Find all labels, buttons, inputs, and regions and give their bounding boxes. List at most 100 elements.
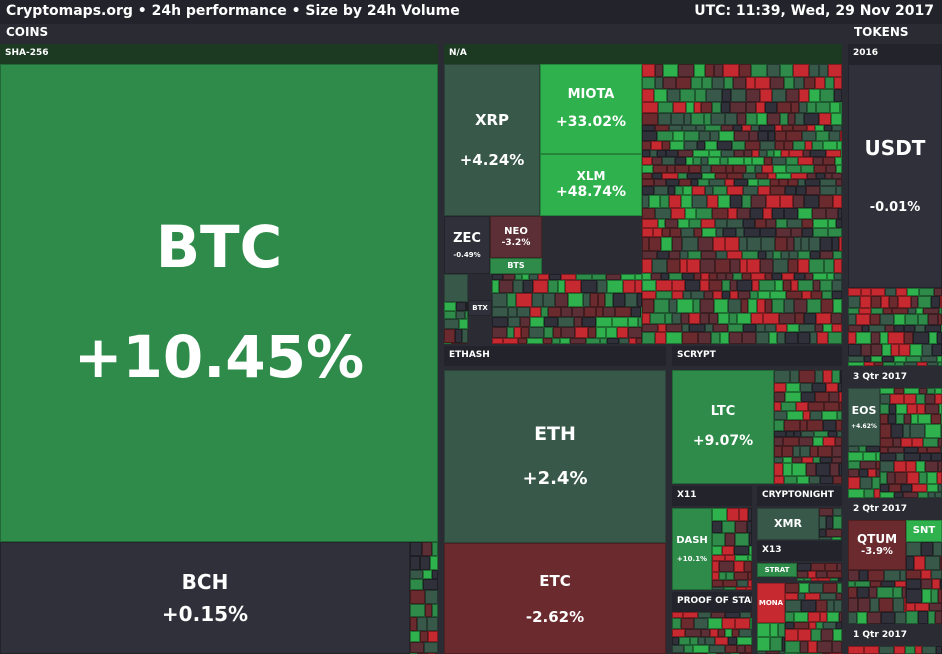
small-coin-tile[interactable]: [799, 583, 809, 593]
small-coin-tile[interactable]: [775, 237, 787, 251]
small-coin-tile[interactable]: [508, 317, 520, 327]
small-coin-tile[interactable]: [672, 618, 681, 629]
small-coin-tile[interactable]: [561, 307, 572, 317]
small-coin-tile[interactable]: [707, 195, 718, 208]
small-coin-tile[interactable]: [719, 561, 734, 572]
small-coin-tile[interactable]: [826, 529, 842, 537]
small-coin-tile[interactable]: [822, 291, 832, 299]
small-coin-tile[interactable]: [725, 533, 735, 546]
small-coin-tile[interactable]: [670, 228, 681, 237]
small-coin-tile[interactable]: [745, 141, 760, 150]
small-coin-tile[interactable]: [876, 461, 880, 469]
small-coin-tile[interactable]: [701, 157, 708, 165]
small-coin-tile[interactable]: [798, 157, 813, 165]
small-coin-tile[interactable]: [785, 392, 801, 402]
small-coin-tile[interactable]: [701, 165, 711, 173]
small-coin-tile[interactable]: [508, 307, 517, 317]
small-coin-tile[interactable]: [774, 463, 783, 476]
small-coin-tile[interactable]: [713, 291, 722, 299]
small-coin-tile[interactable]: [894, 461, 906, 472]
small-coin-tile[interactable]: [716, 228, 723, 237]
small-coin-tile[interactable]: [423, 570, 432, 579]
small-coin-tile[interactable]: [700, 280, 709, 291]
small-coin-tile[interactable]: [904, 388, 919, 394]
small-coin-tile[interactable]: [785, 593, 798, 600]
small-coin-tile[interactable]: [706, 89, 722, 102]
small-coin-tile[interactable]: [651, 273, 661, 280]
small-coin-tile[interactable]: [755, 219, 766, 228]
small-coin-tile[interactable]: [798, 251, 810, 259]
small-coin-tile[interactable]: [816, 102, 830, 113]
small-coin-tile[interactable]: [827, 612, 839, 622]
small-coin-tile[interactable]: [715, 173, 727, 179]
small-coin-tile[interactable]: [925, 404, 939, 414]
small-coin-tile[interactable]: [596, 317, 612, 327]
small-coin-tile[interactable]: [794, 622, 809, 629]
small-coin-tile[interactable]: [700, 313, 709, 324]
small-coin-tile[interactable]: [911, 414, 918, 424]
small-coin-tile[interactable]: [722, 291, 730, 299]
small-coin-tile[interactable]: [675, 186, 683, 195]
small-coin-tile[interactable]: [444, 302, 456, 311]
small-coin-tile[interactable]: [848, 612, 857, 624]
small-coin-tile[interactable]: [642, 273, 651, 280]
small-coin-tile[interactable]: [748, 572, 752, 580]
small-coin-tile[interactable]: [840, 131, 842, 141]
small-coin-tile[interactable]: [917, 404, 925, 414]
small-coin-tile[interactable]: [701, 273, 709, 280]
small-coin-tile[interactable]: [813, 457, 820, 463]
small-coin-tile[interactable]: [782, 125, 793, 131]
small-coin-tile[interactable]: [692, 186, 705, 195]
small-coin-tile[interactable]: [833, 516, 842, 529]
small-coin-tile[interactable]: [770, 291, 786, 299]
small-coin-tile[interactable]: [927, 362, 938, 366]
small-coin-tile[interactable]: [778, 623, 785, 637]
small-coin-tile[interactable]: [529, 327, 544, 338]
small-coin-tile[interactable]: [823, 157, 835, 165]
small-coin-tile[interactable]: [665, 313, 672, 324]
small-coin-tile[interactable]: [921, 542, 933, 556]
small-coin-tile[interactable]: [574, 317, 582, 327]
small-coin-tile[interactable]: [786, 131, 802, 141]
small-coin-tile[interactable]: [848, 344, 861, 356]
small-coin-tile[interactable]: [793, 141, 805, 150]
small-coin-tile[interactable]: [597, 280, 607, 293]
small-coin-tile[interactable]: [766, 195, 780, 208]
small-coin-tile[interactable]: [576, 274, 592, 280]
small-coin-tile[interactable]: [544, 327, 553, 338]
small-coin-tile[interactable]: [772, 89, 786, 102]
small-coin-tile[interactable]: [742, 273, 751, 280]
small-coin-tile[interactable]: [803, 411, 810, 420]
small-coin-tile[interactable]: [705, 125, 721, 131]
small-coin-tile[interactable]: [876, 469, 880, 477]
small-coin-tile[interactable]: [679, 179, 691, 186]
small-coin-tile[interactable]: [675, 157, 686, 165]
small-coin-tile[interactable]: [570, 338, 586, 344]
small-coin-tile[interactable]: [425, 604, 432, 617]
small-coin-tile[interactable]: [787, 324, 799, 332]
small-coin-tile[interactable]: [827, 600, 834, 612]
small-coin-tile[interactable]: [684, 141, 697, 150]
small-coin-tile[interactable]: [774, 150, 781, 157]
small-coin-tile[interactable]: [718, 313, 729, 324]
small-coin-tile[interactable]: [642, 173, 652, 179]
small-coin-tile[interactable]: [799, 102, 807, 113]
small-coin-tile[interactable]: [757, 637, 770, 651]
small-coin-tile[interactable]: [810, 332, 817, 344]
small-coin-tile[interactable]: [456, 311, 465, 319]
small-coin-tile[interactable]: [848, 362, 864, 366]
small-coin-tile[interactable]: [832, 324, 842, 332]
small-coin-tile[interactable]: [683, 186, 692, 195]
small-coin-tile[interactable]: [581, 280, 597, 293]
small-coin-tile[interactable]: [669, 299, 677, 313]
small-coin-tile[interactable]: [742, 251, 758, 259]
small-coin-tile[interactable]: [906, 570, 921, 579]
small-coin-tile[interactable]: [848, 356, 864, 362]
small-coin-tile[interactable]: [513, 280, 523, 293]
small-coin-tile[interactable]: [752, 150, 759, 157]
small-coin-tile[interactable]: [737, 637, 752, 645]
small-coin-tile[interactable]: [653, 228, 662, 237]
small-coin-tile[interactable]: [821, 629, 833, 641]
small-coin-tile[interactable]: [747, 259, 760, 273]
small-coin-tile[interactable]: [782, 637, 785, 651]
